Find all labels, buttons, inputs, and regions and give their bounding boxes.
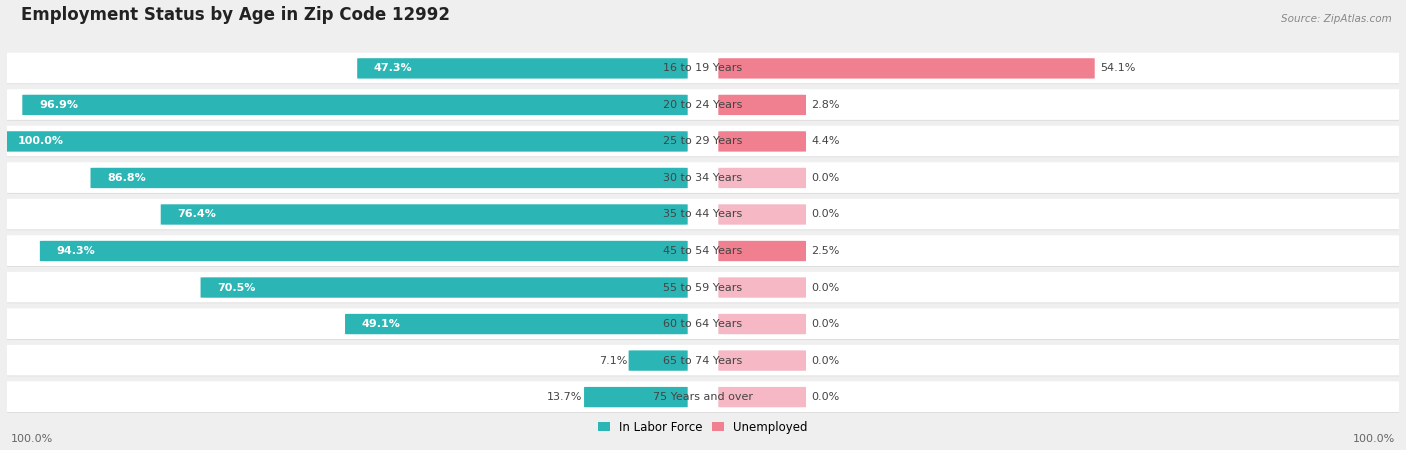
FancyBboxPatch shape (718, 314, 806, 334)
Text: 0.0%: 0.0% (811, 283, 839, 293)
FancyBboxPatch shape (0, 235, 1406, 266)
FancyBboxPatch shape (718, 131, 806, 152)
FancyBboxPatch shape (0, 199, 1406, 230)
FancyBboxPatch shape (39, 241, 688, 261)
FancyBboxPatch shape (0, 126, 1406, 157)
FancyBboxPatch shape (0, 163, 1406, 194)
FancyBboxPatch shape (718, 168, 806, 188)
FancyBboxPatch shape (0, 199, 1406, 230)
FancyBboxPatch shape (0, 309, 1406, 340)
Text: Source: ZipAtlas.com: Source: ZipAtlas.com (1281, 14, 1392, 24)
Text: 100.0%: 100.0% (11, 434, 53, 445)
FancyBboxPatch shape (0, 90, 1406, 121)
FancyBboxPatch shape (22, 95, 688, 115)
FancyBboxPatch shape (718, 241, 806, 261)
FancyBboxPatch shape (0, 53, 1406, 83)
FancyBboxPatch shape (718, 58, 1095, 79)
Text: 35 to 44 Years: 35 to 44 Years (664, 210, 742, 220)
FancyBboxPatch shape (628, 351, 688, 371)
Text: 2.8%: 2.8% (811, 100, 839, 110)
Text: 0.0%: 0.0% (811, 173, 839, 183)
FancyBboxPatch shape (0, 382, 1406, 413)
FancyBboxPatch shape (0, 54, 1406, 84)
Text: 75 Years and over: 75 Years and over (652, 392, 754, 402)
Text: 0.0%: 0.0% (811, 392, 839, 402)
FancyBboxPatch shape (201, 277, 688, 298)
FancyBboxPatch shape (0, 345, 1406, 376)
Text: 55 to 59 Years: 55 to 59 Years (664, 283, 742, 293)
FancyBboxPatch shape (0, 273, 1406, 303)
FancyBboxPatch shape (0, 236, 1406, 267)
Text: 2.5%: 2.5% (811, 246, 839, 256)
FancyBboxPatch shape (1, 131, 688, 152)
Text: 0.0%: 0.0% (811, 210, 839, 220)
Text: 16 to 19 Years: 16 to 19 Years (664, 63, 742, 73)
FancyBboxPatch shape (344, 314, 688, 334)
Text: 70.5%: 70.5% (218, 283, 256, 293)
Text: 86.8%: 86.8% (107, 173, 146, 183)
Text: 25 to 29 Years: 25 to 29 Years (664, 136, 742, 146)
Text: 47.3%: 47.3% (374, 63, 412, 73)
Text: 45 to 54 Years: 45 to 54 Years (664, 246, 742, 256)
Text: 49.1%: 49.1% (361, 319, 401, 329)
Text: 7.1%: 7.1% (599, 356, 627, 365)
Text: 100.0%: 100.0% (18, 136, 65, 146)
FancyBboxPatch shape (0, 308, 1406, 339)
Text: 96.9%: 96.9% (39, 100, 77, 110)
FancyBboxPatch shape (718, 95, 806, 115)
FancyBboxPatch shape (0, 382, 1406, 412)
Text: 65 to 74 Years: 65 to 74 Years (664, 356, 742, 365)
FancyBboxPatch shape (160, 204, 688, 225)
Text: Employment Status by Age in Zip Code 12992: Employment Status by Age in Zip Code 129… (21, 6, 450, 24)
FancyBboxPatch shape (0, 162, 1406, 193)
Text: 30 to 34 Years: 30 to 34 Years (664, 173, 742, 183)
Text: 4.4%: 4.4% (811, 136, 839, 146)
FancyBboxPatch shape (718, 277, 806, 298)
FancyBboxPatch shape (0, 89, 1406, 120)
Text: 94.3%: 94.3% (56, 246, 96, 256)
Text: 13.7%: 13.7% (547, 392, 582, 402)
FancyBboxPatch shape (718, 204, 806, 225)
Text: 54.1%: 54.1% (1101, 63, 1136, 73)
FancyBboxPatch shape (0, 346, 1406, 376)
FancyBboxPatch shape (90, 168, 688, 188)
Text: 20 to 24 Years: 20 to 24 Years (664, 100, 742, 110)
Text: 60 to 64 Years: 60 to 64 Years (664, 319, 742, 329)
Text: 100.0%: 100.0% (1353, 434, 1395, 445)
FancyBboxPatch shape (357, 58, 688, 79)
FancyBboxPatch shape (0, 126, 1406, 157)
FancyBboxPatch shape (718, 387, 806, 407)
FancyBboxPatch shape (583, 387, 688, 407)
Text: 0.0%: 0.0% (811, 356, 839, 365)
Legend: In Labor Force, Unemployed: In Labor Force, Unemployed (593, 416, 813, 438)
FancyBboxPatch shape (0, 272, 1406, 302)
Text: 76.4%: 76.4% (177, 210, 217, 220)
Text: 0.0%: 0.0% (811, 319, 839, 329)
FancyBboxPatch shape (718, 351, 806, 371)
